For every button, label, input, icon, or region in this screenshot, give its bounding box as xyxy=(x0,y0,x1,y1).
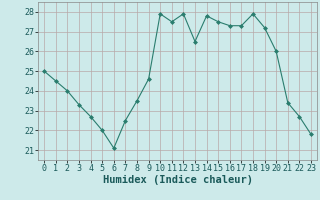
X-axis label: Humidex (Indice chaleur): Humidex (Indice chaleur) xyxy=(103,175,252,185)
